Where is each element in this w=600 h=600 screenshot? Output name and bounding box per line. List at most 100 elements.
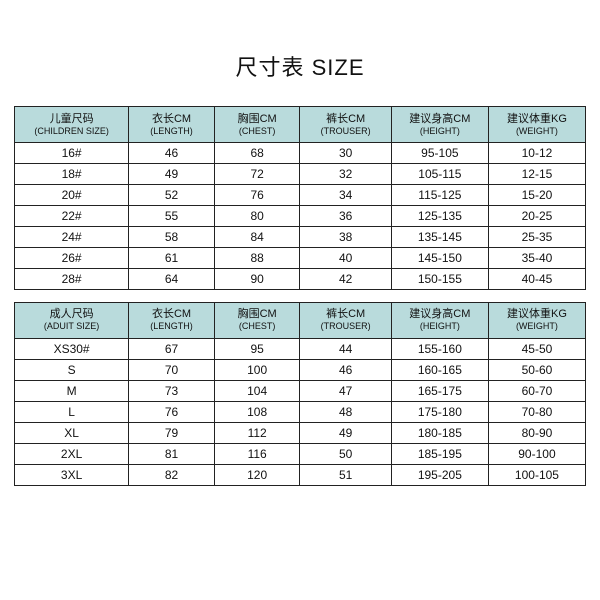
- cell: 125-135: [391, 206, 488, 227]
- table-row: 20# 52 76 34 115-125 15-20: [15, 185, 586, 206]
- cell: 58: [129, 227, 215, 248]
- cell: 20#: [15, 185, 129, 206]
- cell: 45-50: [488, 338, 585, 359]
- children-size-table: 儿童尺码 (CHILDREN SIZE) 衣长CM (LENGTH) 胸围CM …: [14, 106, 586, 302]
- cell: 116: [214, 443, 300, 464]
- cell: 22#: [15, 206, 129, 227]
- cell: 100-105: [488, 464, 585, 485]
- cell: 80: [214, 206, 300, 227]
- cell: 145-150: [391, 248, 488, 269]
- col-header-weight: 建议体重KG (WEIGHT): [488, 107, 585, 143]
- cell: 2XL: [15, 443, 129, 464]
- cell: 84: [214, 227, 300, 248]
- col-header-chest: 胸围CM (CHEST): [214, 302, 300, 338]
- cell: 61: [129, 248, 215, 269]
- table-row: M 73 104 47 165-175 60-70: [15, 380, 586, 401]
- cell: 68: [214, 143, 300, 164]
- col-header-height: 建议身高CM (HEIGHT): [391, 107, 488, 143]
- cell: 52: [129, 185, 215, 206]
- cell: 15-20: [488, 185, 585, 206]
- col-header-trouser: 裤长CM (TROUSER): [300, 107, 391, 143]
- col-header-length: 衣长CM (LENGTH): [129, 302, 215, 338]
- cell: 104: [214, 380, 300, 401]
- table-row: XL 79 112 49 180-185 80-90: [15, 422, 586, 443]
- cell: 165-175: [391, 380, 488, 401]
- cell: 12-15: [488, 164, 585, 185]
- cell: 95: [214, 338, 300, 359]
- cell: 44: [300, 338, 391, 359]
- children-body: 16# 46 68 30 95-105 10-12 18# 49 72 32 1…: [15, 143, 586, 302]
- cell: M: [15, 380, 129, 401]
- cell: 80-90: [488, 422, 585, 443]
- cell: 81: [129, 443, 215, 464]
- cell: 30: [300, 143, 391, 164]
- table-row: 26# 61 88 40 145-150 35-40: [15, 248, 586, 269]
- page-title: 尺寸表 SIZE: [14, 50, 586, 82]
- cell: 72: [214, 164, 300, 185]
- children-header-row: 儿童尺码 (CHILDREN SIZE) 衣长CM (LENGTH) 胸围CM …: [15, 107, 586, 143]
- cell: 115-125: [391, 185, 488, 206]
- cell: L: [15, 401, 129, 422]
- cell: 51: [300, 464, 391, 485]
- cell: 180-185: [391, 422, 488, 443]
- cell: 76: [214, 185, 300, 206]
- cell: 28#: [15, 269, 129, 290]
- cell: 34: [300, 185, 391, 206]
- cell: 36: [300, 206, 391, 227]
- cell: 3XL: [15, 464, 129, 485]
- cell: 175-180: [391, 401, 488, 422]
- cell: 135-145: [391, 227, 488, 248]
- table-row: 18# 49 72 32 105-115 12-15: [15, 164, 586, 185]
- cell: S: [15, 359, 129, 380]
- cell: 90: [214, 269, 300, 290]
- col-header-trouser: 裤长CM (TROUSER): [300, 302, 391, 338]
- cell: 47: [300, 380, 391, 401]
- cell: 26#: [15, 248, 129, 269]
- table-row: S 70 100 46 160-165 50-60: [15, 359, 586, 380]
- cell: 50-60: [488, 359, 585, 380]
- table-row: L 76 108 48 175-180 70-80: [15, 401, 586, 422]
- col-header-children-size: 儿童尺码 (CHILDREN SIZE): [15, 107, 129, 143]
- cell: 70-80: [488, 401, 585, 422]
- cell: 160-165: [391, 359, 488, 380]
- cell: 73: [129, 380, 215, 401]
- cell: 64: [129, 269, 215, 290]
- cell: 32: [300, 164, 391, 185]
- col-header-length: 衣长CM (LENGTH): [129, 107, 215, 143]
- cell: 24#: [15, 227, 129, 248]
- cell: 49: [129, 164, 215, 185]
- cell: 82: [129, 464, 215, 485]
- cell: 79: [129, 422, 215, 443]
- table-row: 22# 55 80 36 125-135 20-25: [15, 206, 586, 227]
- cell: 18#: [15, 164, 129, 185]
- cell: 46: [300, 359, 391, 380]
- cell: 16#: [15, 143, 129, 164]
- col-header-adult-size: 成人尺码 (ADUIT SIZE): [15, 302, 129, 338]
- col-header-chest: 胸围CM (CHEST): [214, 107, 300, 143]
- cell: 55: [129, 206, 215, 227]
- cell: XL: [15, 422, 129, 443]
- cell: 38: [300, 227, 391, 248]
- table-row: 24# 58 84 38 135-145 25-35: [15, 227, 586, 248]
- cell: 42: [300, 269, 391, 290]
- cell: 100: [214, 359, 300, 380]
- cell: 67: [129, 338, 215, 359]
- gap-row: [15, 290, 586, 302]
- col-header-weight: 建议体重KG (WEIGHT): [488, 302, 585, 338]
- cell: 46: [129, 143, 215, 164]
- cell: 40: [300, 248, 391, 269]
- cell: XS30#: [15, 338, 129, 359]
- table-row: 2XL 81 116 50 185-195 90-100: [15, 443, 586, 464]
- cell: 35-40: [488, 248, 585, 269]
- cell: 70: [129, 359, 215, 380]
- adult-header-row: 成人尺码 (ADUIT SIZE) 衣长CM (LENGTH) 胸围CM (CH…: [15, 302, 586, 338]
- table-row: XS30# 67 95 44 155-160 45-50: [15, 338, 586, 359]
- cell: 49: [300, 422, 391, 443]
- adult-body: XS30# 67 95 44 155-160 45-50 S 70 100 46…: [15, 338, 586, 485]
- table-row: 28# 64 90 42 150-155 40-45: [15, 269, 586, 290]
- table-row: 16# 46 68 30 95-105 10-12: [15, 143, 586, 164]
- cell: 155-160: [391, 338, 488, 359]
- cell: 195-205: [391, 464, 488, 485]
- cell: 95-105: [391, 143, 488, 164]
- col-header-height: 建议身高CM (HEIGHT): [391, 302, 488, 338]
